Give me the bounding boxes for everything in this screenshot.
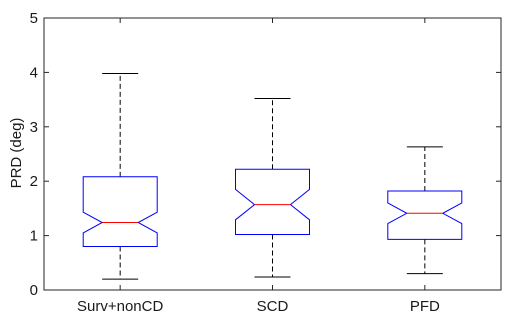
x-tick-label-pfd: PFD: [410, 298, 440, 315]
boxes: [82, 72, 463, 280]
box-surv-noncd: [82, 72, 158, 280]
y-axis-label: PRD (deg): [8, 118, 25, 189]
box-scd: [235, 98, 310, 278]
y-tick-label: 3: [30, 119, 38, 136]
y-tick-label: 0: [30, 282, 38, 299]
y-tick-label: 4: [30, 64, 38, 81]
notched-box: [235, 168, 310, 235]
y-tick-label: 1: [30, 228, 38, 245]
y-tick-label: 5: [30, 10, 38, 27]
box-pfd: [387, 146, 463, 275]
x-tick-label-surv-noncd: Surv+nonCD: [77, 298, 163, 315]
plot-frame: [43, 17, 502, 291]
axes: [43, 17, 502, 291]
notched-box: [82, 176, 158, 247]
x-tick-label-scd: SCD: [257, 298, 289, 315]
tick-labels: 0 1 2 3 4 5 Surv+nonCD SCD PFD: [30, 10, 440, 315]
y-tick-label: 2: [30, 173, 38, 190]
notched-box: [387, 190, 463, 240]
